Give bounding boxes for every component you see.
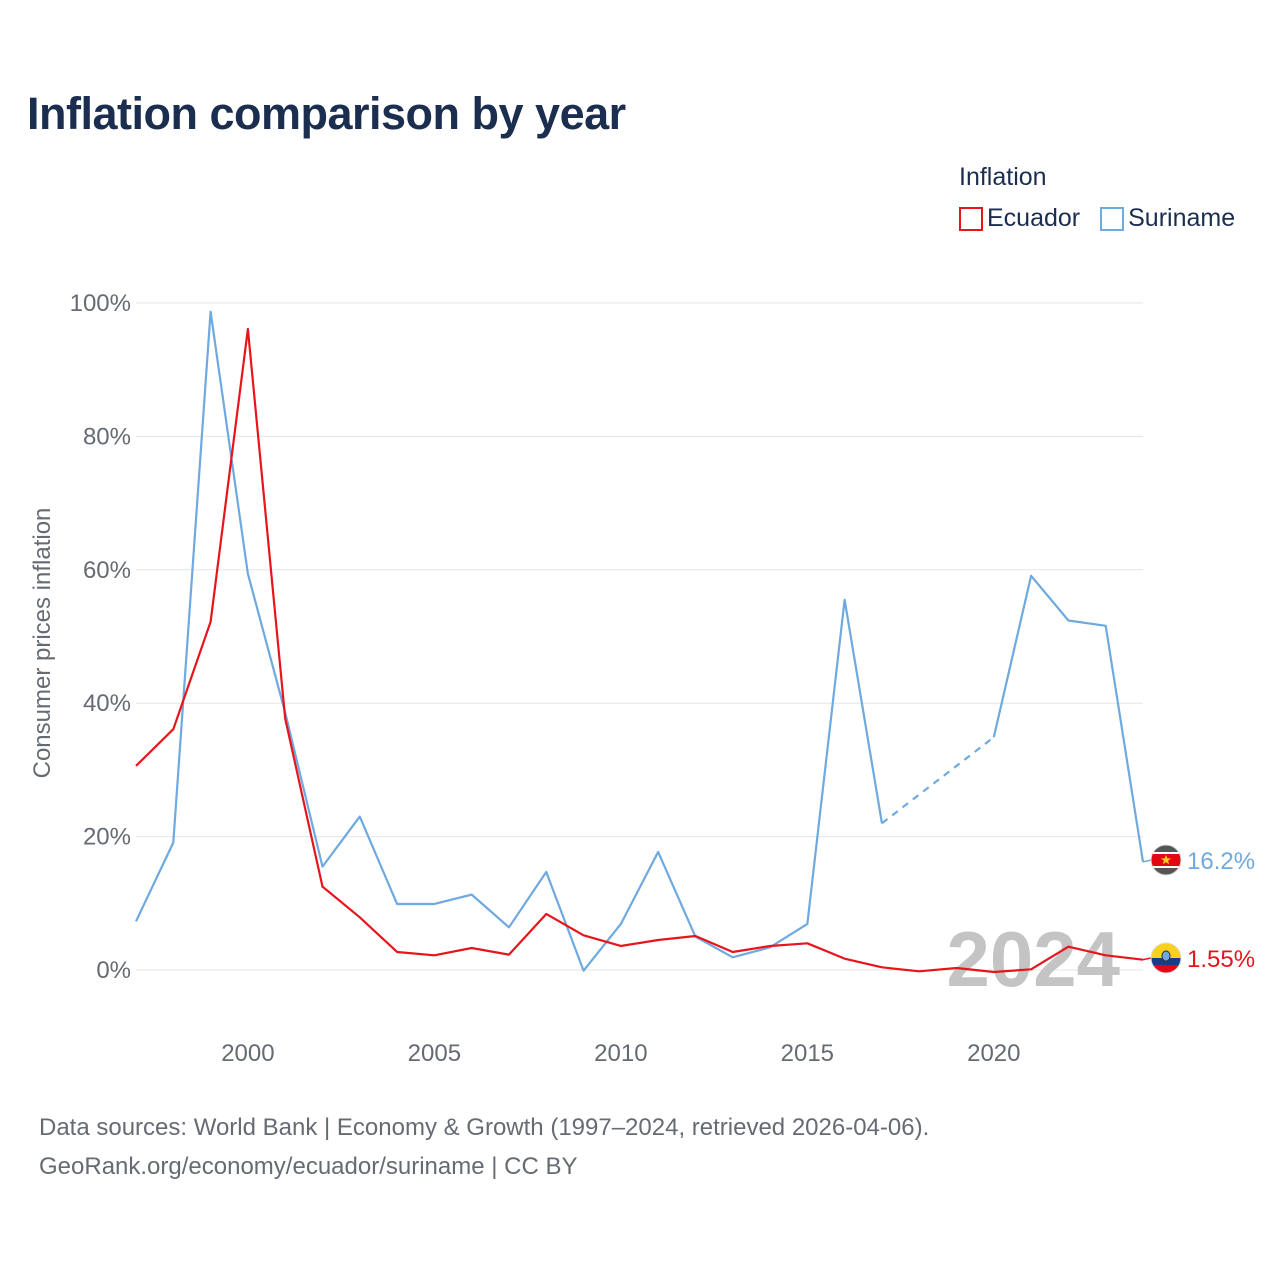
ecuador-end-value-label: 1.55%	[1187, 946, 1255, 973]
suriname-end-value-label: 16.2%	[1187, 848, 1255, 875]
data-source-footer: Data sources: World Bank | Economy & Gro…	[39, 1108, 929, 1186]
y-axis-ticks: 0% 20% 40% 60% 80% 100%	[70, 290, 131, 984]
legend-item-ecuador[interactable]: Ecuador	[959, 204, 1080, 233]
suriname-flag-icon	[1150, 844, 1182, 876]
line-chart: 0%20%40%60%80%100% 2000 2005 2010 2015 2020 …	[29, 290, 1255, 1067]
legend-label-suriname: Suriname	[1128, 204, 1236, 232]
legend-label-ecuador: Ecuador	[987, 204, 1081, 232]
suriname-end-leader	[1142, 859, 1152, 863]
footer-line-1: Data sources: World Bank | Economy & Gro…	[39, 1114, 930, 1141]
suriname-line[interactable]	[135, 310, 884, 972]
y-tick-label: 100%	[70, 290, 131, 317]
year-watermark: 2024	[946, 915, 1120, 1003]
gridlines	[136, 302, 1143, 971]
series-lines	[135, 310, 1145, 974]
x-tick-label: 2015	[781, 1040, 834, 1067]
legend-swatch-suriname	[1100, 206, 1125, 231]
y-axis-label: Consumer prices inflation	[29, 508, 56, 779]
y-tick-label: 20%	[83, 824, 131, 851]
y-tick-label: 60%	[83, 557, 131, 584]
legend-title: Inflation	[959, 163, 1047, 191]
x-tick-label: 2000	[221, 1040, 274, 1067]
y-tick-label: 0%	[96, 957, 131, 984]
suriname-line-estimated[interactable]	[881, 736, 995, 825]
chart-title: Inflation comparison by year	[27, 88, 626, 139]
suriname-line[interactable]	[992, 574, 1145, 863]
y-tick-label: 40%	[83, 690, 131, 717]
ecuador-end-leader	[1142, 957, 1152, 961]
x-axis-ticks: 2000 2005 2010 2015 2020	[221, 1040, 1020, 1067]
x-tick-label: 2010	[594, 1040, 647, 1067]
y-tick-label: 80%	[83, 423, 131, 450]
ecuador-flag-icon	[1150, 942, 1182, 974]
footer-line-2[interactable]: GeoRank.org/economy/ecuador/suriname | C…	[39, 1153, 578, 1180]
legend-item-suriname[interactable]: Suriname	[1100, 204, 1235, 233]
x-tick-label: 2020	[967, 1040, 1020, 1067]
legend-swatch-ecuador	[959, 206, 983, 231]
legend: Ecuador Suriname	[959, 204, 1255, 233]
x-tick-label: 2005	[408, 1040, 461, 1067]
ecuador-line[interactable]	[135, 327, 1144, 974]
series-end-markers: 16.2% 1.55%	[1142, 844, 1255, 974]
